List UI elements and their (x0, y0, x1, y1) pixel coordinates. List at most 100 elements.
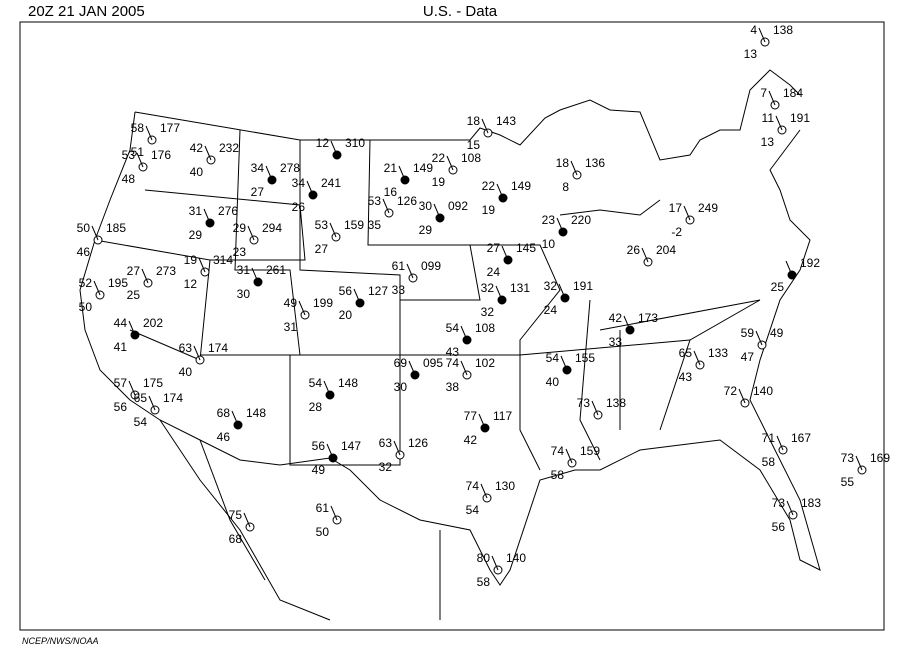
credit: NCEP/NWS/NOAA (22, 636, 99, 646)
dewpoint: 54 (134, 415, 148, 429)
wind-barb (141, 268, 149, 284)
temperature: 63 (379, 436, 393, 450)
dewpoint: 32 (379, 460, 393, 474)
temperature: 49 (284, 296, 298, 310)
dewpoint: 58 (551, 468, 565, 482)
pressure: 49 (770, 326, 784, 340)
station: 54 40 155 (546, 351, 596, 389)
temperature: 54 (309, 376, 323, 390)
temperature: 23 (542, 213, 556, 227)
wind-barb (758, 27, 766, 43)
dewpoint: 55 (841, 475, 855, 489)
dewpoint: 13 (761, 135, 775, 149)
dewpoint: 16 (384, 185, 398, 199)
dewpoint: 25 (771, 280, 785, 294)
pressure: 126 (397, 194, 417, 208)
wind-barb (478, 413, 486, 429)
wind-barb (481, 118, 489, 134)
pressure: 202 (143, 316, 163, 330)
wind-barb (231, 410, 239, 426)
pressure: 147 (341, 439, 361, 453)
pressure: 167 (791, 431, 811, 445)
temperature: 72 (724, 384, 738, 398)
wind-barb (591, 400, 599, 416)
dewpoint: 40 (190, 165, 204, 179)
pressure: 131 (510, 281, 530, 295)
dewpoint: 40 (179, 365, 193, 379)
wind-barb (398, 165, 406, 181)
pressure: 220 (571, 213, 591, 227)
temperature: 31 (189, 204, 203, 218)
pressure: 138 (773, 23, 793, 37)
geography (19, 21, 885, 631)
station: 44 41 202 (114, 316, 164, 354)
wind-barb (382, 198, 390, 214)
station: 25 192 (771, 256, 821, 294)
temperature: 17 (669, 201, 683, 215)
wind-barb (128, 320, 136, 336)
pressure: 148 (338, 376, 358, 390)
pressure: 261 (266, 263, 286, 277)
wind-barb (776, 435, 784, 451)
dewpoint: 68 (229, 532, 243, 546)
pressure: 136 (585, 156, 605, 170)
station: 54 28 148 (309, 376, 359, 414)
dewpoint: 28 (309, 400, 323, 414)
station: 34 26 241 (292, 176, 342, 214)
wind-barb (775, 115, 783, 131)
pressure: 195 (108, 276, 128, 290)
temperature: 53 (368, 194, 382, 208)
temperature: 7 (760, 86, 767, 100)
station: 31 30 261 (237, 263, 287, 301)
station: 29 23 294 (233, 221, 283, 259)
pressure: 143 (496, 114, 516, 128)
station: 42 33 173 (609, 311, 659, 349)
temperature: 32 (544, 279, 558, 293)
dewpoint: 24 (487, 265, 501, 279)
pressure: 126 (408, 436, 428, 450)
wind-barb (91, 225, 99, 241)
temperature: 68 (217, 406, 231, 420)
temperature: 18 (556, 156, 570, 170)
dewpoint: 58 (762, 455, 776, 469)
station: 61 50 (316, 501, 342, 539)
station: 17 -2 249 (669, 201, 719, 239)
wind-barb (738, 388, 746, 404)
dewpoint: 10 (542, 237, 556, 251)
station: 53 48 176 (122, 148, 172, 186)
station: 7 184 (760, 86, 803, 110)
dewpoint: 51 (131, 145, 145, 159)
pressure: 149 (511, 179, 531, 193)
wind-barb (323, 380, 331, 396)
temperature: 61 (316, 501, 330, 515)
station: 4 13 138 (744, 23, 794, 61)
temperature: 50 (77, 221, 91, 235)
temperature: 73 (772, 496, 786, 510)
pressure: 278 (280, 161, 300, 175)
temperature: 54 (446, 321, 460, 335)
wind-barb (855, 455, 863, 471)
temperature: 63 (179, 341, 193, 355)
station: 19 12 314 (184, 253, 234, 291)
temperature: 74 (551, 444, 565, 458)
pressure: 173 (638, 311, 658, 325)
temperature: 65 (134, 391, 148, 405)
dewpoint: 42 (464, 433, 478, 447)
dewpoint: 58 (477, 575, 491, 589)
pressure: 155 (575, 351, 595, 365)
temperature: 53 (315, 218, 329, 232)
temperature: 32 (481, 281, 495, 295)
temperature: 74 (466, 479, 480, 493)
dewpoint: -2 (671, 225, 682, 239)
station: 59 47 49 (741, 326, 784, 364)
dewpoint: 43 (679, 370, 693, 384)
pressure: 102 (475, 356, 495, 370)
dewpoint: 8 (562, 180, 569, 194)
wind-barb (247, 225, 255, 241)
pressure: 159 (580, 444, 600, 458)
wind-barb (329, 222, 337, 238)
wind-barb (641, 247, 649, 263)
wind-barb (560, 355, 568, 371)
pressure: 140 (753, 384, 773, 398)
station: 27 24 145 (487, 241, 537, 279)
